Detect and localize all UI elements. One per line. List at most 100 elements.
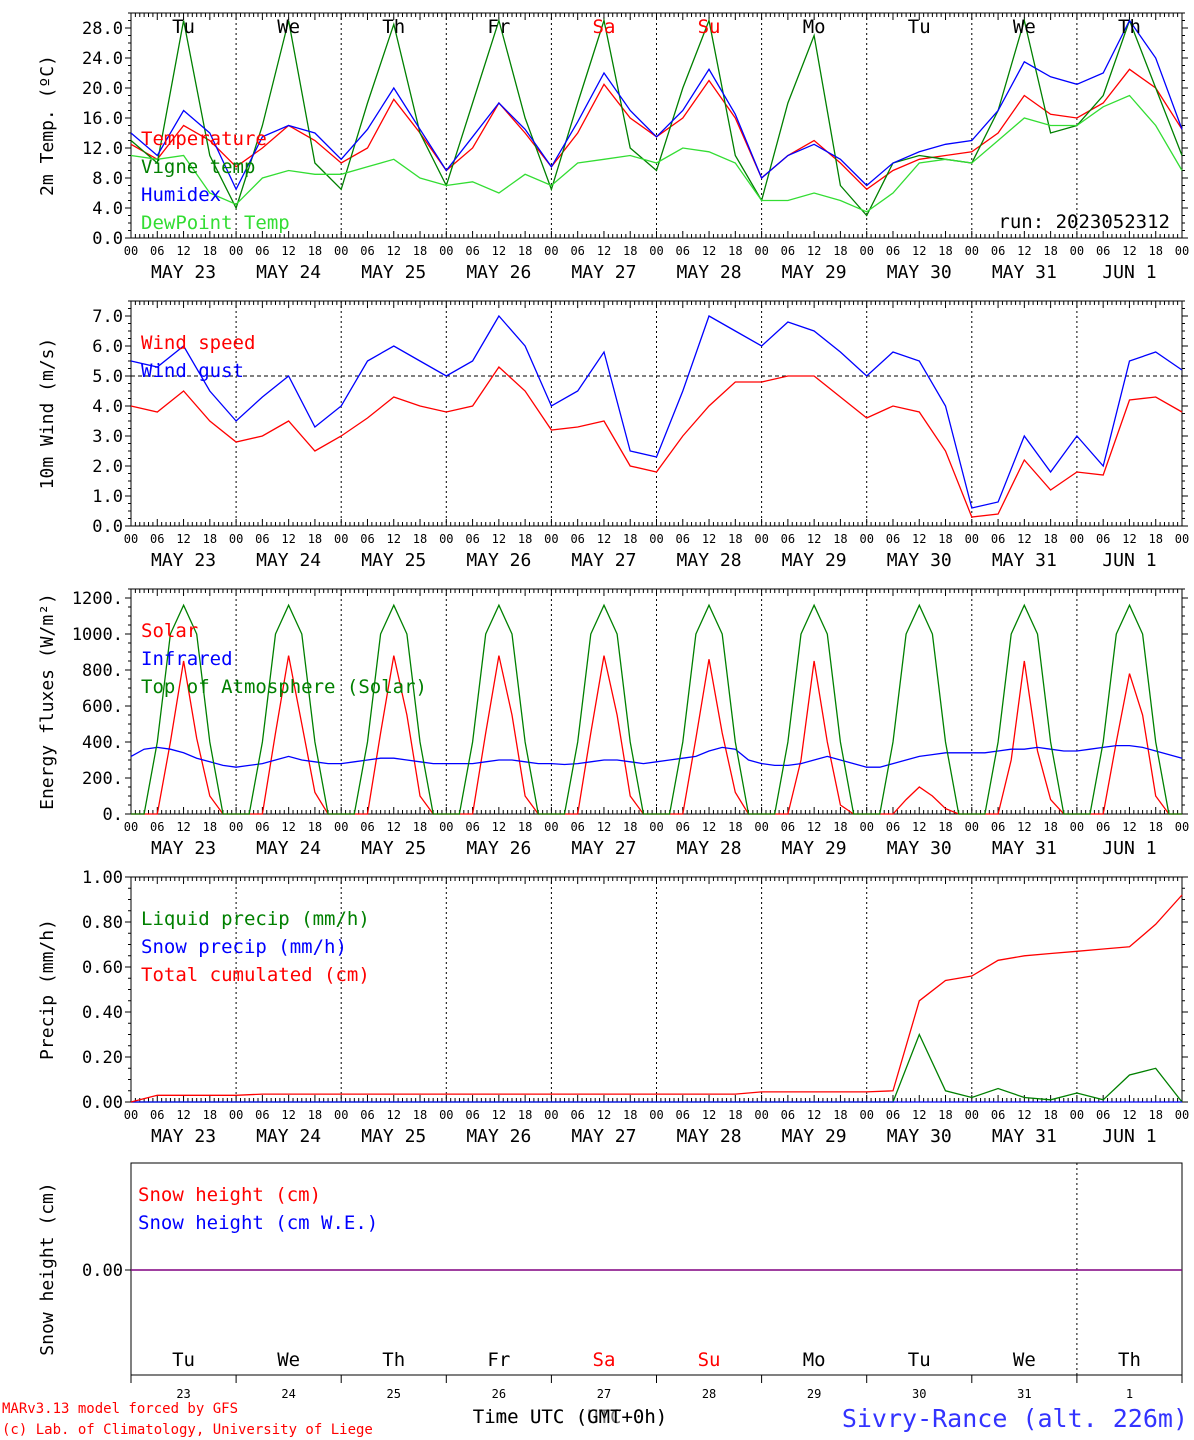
legend-temp-0: Temperature xyxy=(141,128,267,150)
weekday-label-bottom: Su xyxy=(698,1349,721,1371)
date-label: MAY 28 xyxy=(677,262,742,283)
date-label: MAY 25 xyxy=(361,838,426,859)
station-name: Sivry-Rance (alt. 226m) xyxy=(842,1404,1188,1433)
hour-tick-label: 12 xyxy=(281,820,295,834)
hour-tick-label: 06 xyxy=(150,244,164,258)
date-label: MAY 30 xyxy=(887,550,952,571)
hour-tick-label: 00 xyxy=(1175,1108,1189,1122)
date-label: MAY 30 xyxy=(887,262,952,283)
date-label: MAY 23 xyxy=(151,550,216,571)
hour-tick-label: 06 xyxy=(676,532,690,546)
time-axis-title-a: Time UTC (GMT+0h) xyxy=(473,1406,667,1428)
weekday-label-bottom: Tu xyxy=(908,1349,931,1371)
y-tick-label: 0.00 xyxy=(82,1261,123,1281)
hour-tick-label: 18 xyxy=(833,532,847,546)
hour-tick-label: 06 xyxy=(676,820,690,834)
hour-tick-label: 00 xyxy=(439,1108,453,1122)
hour-tick-label: 06 xyxy=(150,820,164,834)
hour-tick-label: 12 xyxy=(176,820,190,834)
day-number-label: 31 xyxy=(1017,1387,1031,1401)
panel-snow: 0.00 Snow height (cm) xyxy=(37,1162,1183,1383)
day-number-label: 24 xyxy=(281,1387,295,1401)
hour-tick-label: 12 xyxy=(176,532,190,546)
hour-tick-label: 00 xyxy=(544,244,558,258)
hour-tick-label: 06 xyxy=(781,1108,795,1122)
hour-tick-label: 18 xyxy=(308,532,322,546)
y-tick-label: 8.0 xyxy=(92,169,123,189)
hour-tick-label: 18 xyxy=(203,820,217,834)
hour-tick-label: 12 xyxy=(912,244,926,258)
hour-tick-label: 18 xyxy=(308,820,322,834)
hour-tick-label: 18 xyxy=(938,532,952,546)
hour-tick-label: 18 xyxy=(728,1108,742,1122)
hour-tick-label: 18 xyxy=(518,532,532,546)
hour-tick-label: 12 xyxy=(1017,820,1031,834)
y-axis-label: Snow height (cm) xyxy=(37,1182,58,1355)
date-label: MAY 24 xyxy=(256,550,321,571)
y-tick-label: 6.0 xyxy=(92,337,123,357)
hour-tick-label: 18 xyxy=(623,244,637,258)
hour-tick-label: 00 xyxy=(229,820,243,834)
hour-tick-label: 06 xyxy=(1096,244,1110,258)
panel-temp: 00 06 12 18 00 06 12 18 00 06 12 18 00 06 12 18 00 06 12 18… xyxy=(37,12,1189,283)
hour-tick-label: 06 xyxy=(1096,820,1110,834)
hour-tick-label: 18 xyxy=(623,820,637,834)
hour-tick-label: 06 xyxy=(570,1108,584,1122)
hour-tick-label: 18 xyxy=(203,244,217,258)
hour-tick-label: 18 xyxy=(308,1108,322,1122)
legend-energy-1: Infrared xyxy=(141,648,233,670)
hour-tick-label: 06 xyxy=(781,820,795,834)
hour-tick-label: 00 xyxy=(754,820,768,834)
hour-tick-label: 12 xyxy=(492,820,506,834)
hour-tick-label: 18 xyxy=(833,1108,847,1122)
hour-tick-label: 06 xyxy=(886,1108,900,1122)
hour-tick-label: 12 xyxy=(597,1108,611,1122)
hour-tick-label: 00 xyxy=(649,532,663,546)
weekday-label-top: Su xyxy=(698,16,721,38)
hour-tick-label: 06 xyxy=(676,244,690,258)
hour-tick-label: 00 xyxy=(1175,820,1189,834)
panel-wind: 00 06 12 18 00 06 12 18 00 06 12 18 00 06 12 18 00 06 12 18… xyxy=(37,300,1189,571)
y-tick-label: 0.60 xyxy=(82,958,123,978)
hour-tick-label: 12 xyxy=(387,820,401,834)
day-number-label: 30 xyxy=(912,1387,926,1401)
date-label: MAY 23 xyxy=(151,838,216,859)
y-tick-label: 2.0 xyxy=(92,457,123,477)
hour-tick-label: 18 xyxy=(203,532,217,546)
date-label: MAY 26 xyxy=(466,1126,531,1147)
weekday-label-top: Fr xyxy=(487,16,510,38)
hour-tick-label: 06 xyxy=(255,532,269,546)
hour-tick-label: 12 xyxy=(807,532,821,546)
hour-tick-label: 00 xyxy=(1070,1108,1084,1122)
y-tick-label: 4.0 xyxy=(92,199,123,219)
hour-tick-label: 18 xyxy=(833,244,847,258)
hour-tick-label: 06 xyxy=(465,532,479,546)
y-tick-label: 1.00 xyxy=(82,868,123,888)
hour-tick-label: 06 xyxy=(570,820,584,834)
hour-tick-label: 18 xyxy=(623,1108,637,1122)
y-tick-label: 0.00 xyxy=(82,1093,123,1113)
hour-tick-label: 06 xyxy=(781,244,795,258)
hour-tick-label: 12 xyxy=(807,820,821,834)
hour-tick-label: 00 xyxy=(965,820,979,834)
series-precip-2 xyxy=(130,894,1183,1103)
y-tick-label: 7.0 xyxy=(92,307,123,327)
y-tick-label: 0.40 xyxy=(82,1003,123,1023)
hour-tick-label: 12 xyxy=(387,244,401,258)
legend-precip-2: Total cumulated (cm) xyxy=(141,964,370,986)
hour-tick-label: 00 xyxy=(1070,820,1084,834)
date-label: MAY 24 xyxy=(256,262,321,283)
weekday-label-bottom: Sa xyxy=(593,1349,616,1371)
hour-tick-label: 18 xyxy=(1043,532,1057,546)
weekday-label-bottom: We xyxy=(1013,1349,1036,1371)
hour-tick-label: 00 xyxy=(229,532,243,546)
hour-tick-label: 06 xyxy=(465,1108,479,1122)
hour-tick-label: 00 xyxy=(334,532,348,546)
y-tick-label: 1000. xyxy=(72,625,123,645)
day-number-label: 27 xyxy=(597,1387,611,1401)
hour-tick-label: 12 xyxy=(912,820,926,834)
legend-wind-0: Wind speed xyxy=(141,332,255,354)
hour-tick-label: 12 xyxy=(702,244,716,258)
day-number-label: 29 xyxy=(807,1387,821,1401)
